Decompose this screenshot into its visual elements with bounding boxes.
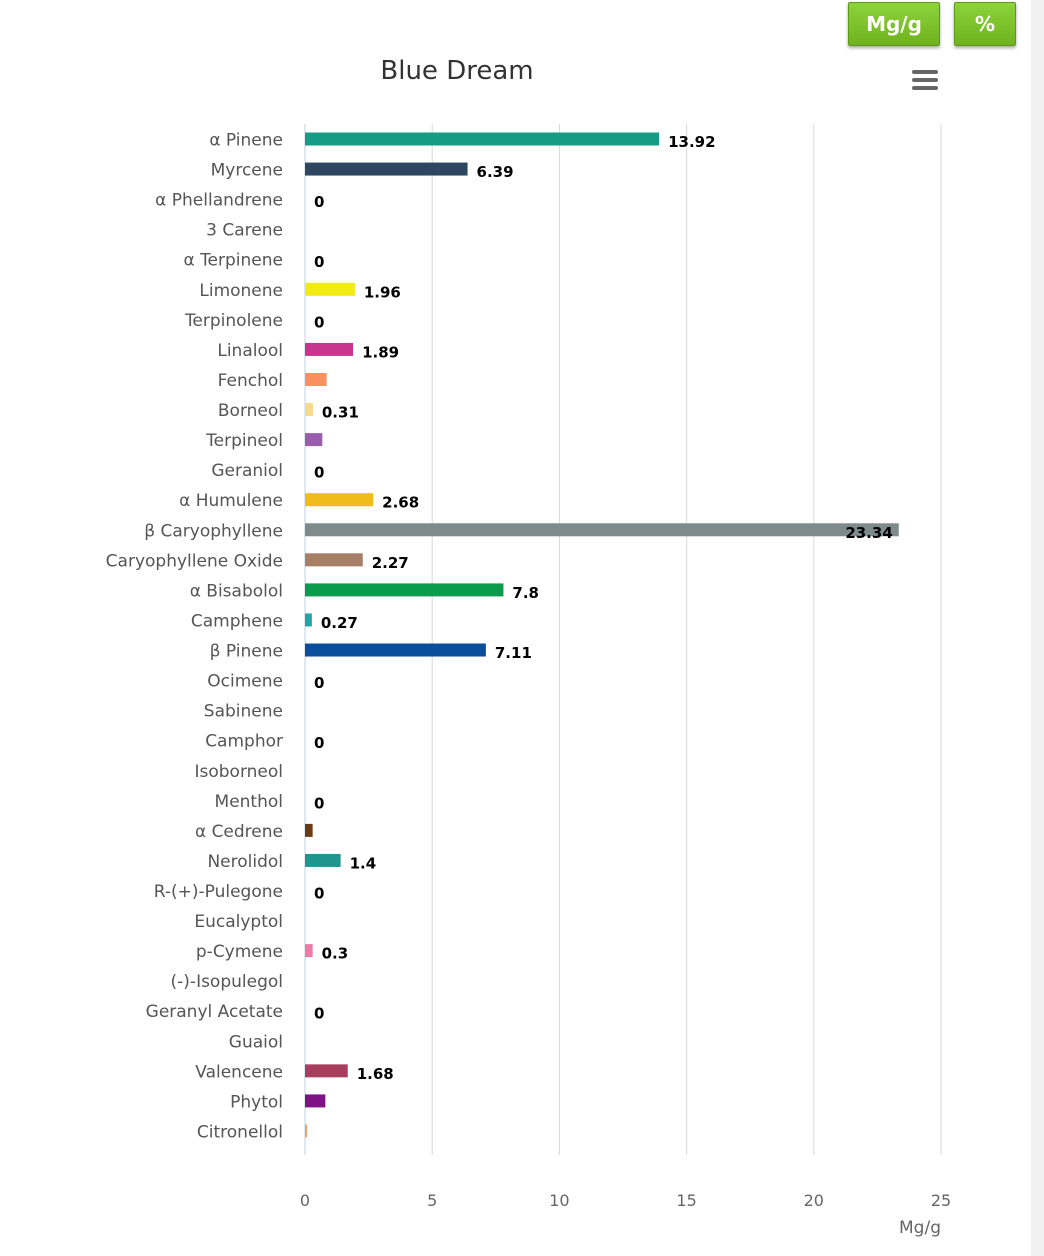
bar bbox=[305, 1094, 326, 1108]
category-label: Linalool bbox=[217, 341, 283, 361]
category-label: Ocimene bbox=[207, 672, 283, 692]
x-tick-label: 5 bbox=[427, 1191, 437, 1210]
category-label: Isoborneol bbox=[194, 762, 283, 782]
data-label: 2.68 bbox=[382, 494, 419, 512]
bar bbox=[305, 162, 468, 176]
data-label: 0 bbox=[314, 674, 324, 692]
bar bbox=[305, 583, 504, 597]
bar bbox=[305, 853, 341, 867]
category-label: Valencene bbox=[195, 1062, 283, 1082]
category-label: R-(+)-Pulegone bbox=[154, 882, 283, 902]
category-label: (-)-Isopulegol bbox=[171, 972, 283, 992]
data-label: 6.39 bbox=[477, 163, 514, 181]
x-tick-label: 10 bbox=[549, 1191, 569, 1210]
data-label: 0.31 bbox=[322, 404, 359, 422]
bar bbox=[305, 342, 354, 356]
bar bbox=[305, 372, 327, 386]
bar bbox=[305, 1064, 348, 1078]
data-label: 0 bbox=[314, 734, 324, 752]
category-label: Camphor bbox=[205, 732, 283, 752]
category-label: Phytol bbox=[230, 1092, 283, 1112]
data-label: 1.4 bbox=[350, 854, 377, 872]
category-label: α Cedrene bbox=[195, 822, 283, 842]
category-label: α Pinene bbox=[209, 131, 283, 151]
data-label: 2.27 bbox=[372, 554, 409, 572]
bar bbox=[305, 493, 374, 507]
bar bbox=[305, 643, 486, 657]
data-label: 7.11 bbox=[495, 644, 532, 662]
category-label: Borneol bbox=[218, 401, 283, 421]
data-label: 0 bbox=[314, 885, 324, 903]
bar bbox=[305, 403, 313, 417]
bar bbox=[305, 523, 899, 537]
category-label: Fenchol bbox=[218, 371, 283, 391]
x-axis-title: Mg/g bbox=[899, 1218, 941, 1238]
category-label: Menthol bbox=[215, 792, 283, 812]
bar bbox=[305, 132, 660, 146]
data-label: 0 bbox=[314, 1005, 324, 1023]
category-label: Terpineol bbox=[205, 431, 283, 451]
scrollbar-track[interactable] bbox=[1031, 0, 1044, 1256]
data-label: 0.3 bbox=[322, 945, 349, 963]
category-label: α Bisabolol bbox=[190, 581, 283, 601]
bar bbox=[305, 823, 313, 837]
hamburger-menu-icon[interactable] bbox=[912, 70, 938, 92]
chart-title: Blue Dream bbox=[380, 56, 534, 86]
data-label: 0 bbox=[314, 193, 324, 211]
data-label: 1.89 bbox=[362, 343, 399, 361]
category-label: β Pinene bbox=[210, 642, 283, 662]
x-tick-label: 0 bbox=[300, 1191, 310, 1210]
category-label: Sabinene bbox=[204, 702, 283, 722]
category-label: β Caryophyllene bbox=[144, 521, 283, 541]
category-label: Geranyl Acetate bbox=[146, 1002, 283, 1022]
data-label: 0 bbox=[314, 464, 324, 482]
x-tick-label: 20 bbox=[804, 1191, 824, 1210]
category-label: Nerolidol bbox=[207, 852, 283, 872]
category-label: Myrcene bbox=[211, 161, 283, 181]
data-label: 0 bbox=[314, 253, 324, 271]
category-label: α Humulene bbox=[179, 491, 283, 511]
data-label: 0 bbox=[314, 313, 324, 331]
category-label: Caryophyllene Oxide bbox=[106, 551, 283, 571]
data-label: 23.34 bbox=[845, 524, 892, 542]
bar bbox=[305, 433, 323, 447]
x-tick-label: 15 bbox=[676, 1191, 696, 1210]
data-label: 7.8 bbox=[512, 584, 539, 602]
data-label: 0 bbox=[314, 794, 324, 812]
bar bbox=[305, 553, 363, 567]
category-label: p-Cymene bbox=[196, 942, 283, 962]
bar bbox=[305, 1124, 308, 1138]
x-tick-label: 25 bbox=[931, 1191, 951, 1210]
bar bbox=[305, 282, 355, 296]
category-label: Eucalyptol bbox=[194, 912, 283, 932]
category-label: Geraniol bbox=[211, 461, 283, 481]
data-label: 13.92 bbox=[668, 133, 715, 151]
category-label: Limonene bbox=[199, 281, 283, 301]
category-label: 3 Carene bbox=[206, 221, 283, 241]
category-label: Citronellol bbox=[197, 1122, 283, 1142]
unit-mg-button[interactable]: Mg/g bbox=[848, 2, 940, 46]
category-label: α Phellandrene bbox=[155, 191, 283, 211]
bar bbox=[305, 613, 312, 627]
category-label: Terpinolene bbox=[184, 311, 283, 331]
unit-percent-button[interactable]: % bbox=[954, 2, 1016, 46]
category-label: Guaiol bbox=[229, 1032, 283, 1052]
category-label: Camphene bbox=[191, 611, 283, 631]
category-label: α Terpinene bbox=[183, 251, 283, 271]
data-label: 1.68 bbox=[357, 1065, 394, 1083]
bar bbox=[305, 944, 313, 958]
data-label: 0.27 bbox=[321, 614, 358, 632]
data-label: 1.96 bbox=[364, 283, 401, 301]
